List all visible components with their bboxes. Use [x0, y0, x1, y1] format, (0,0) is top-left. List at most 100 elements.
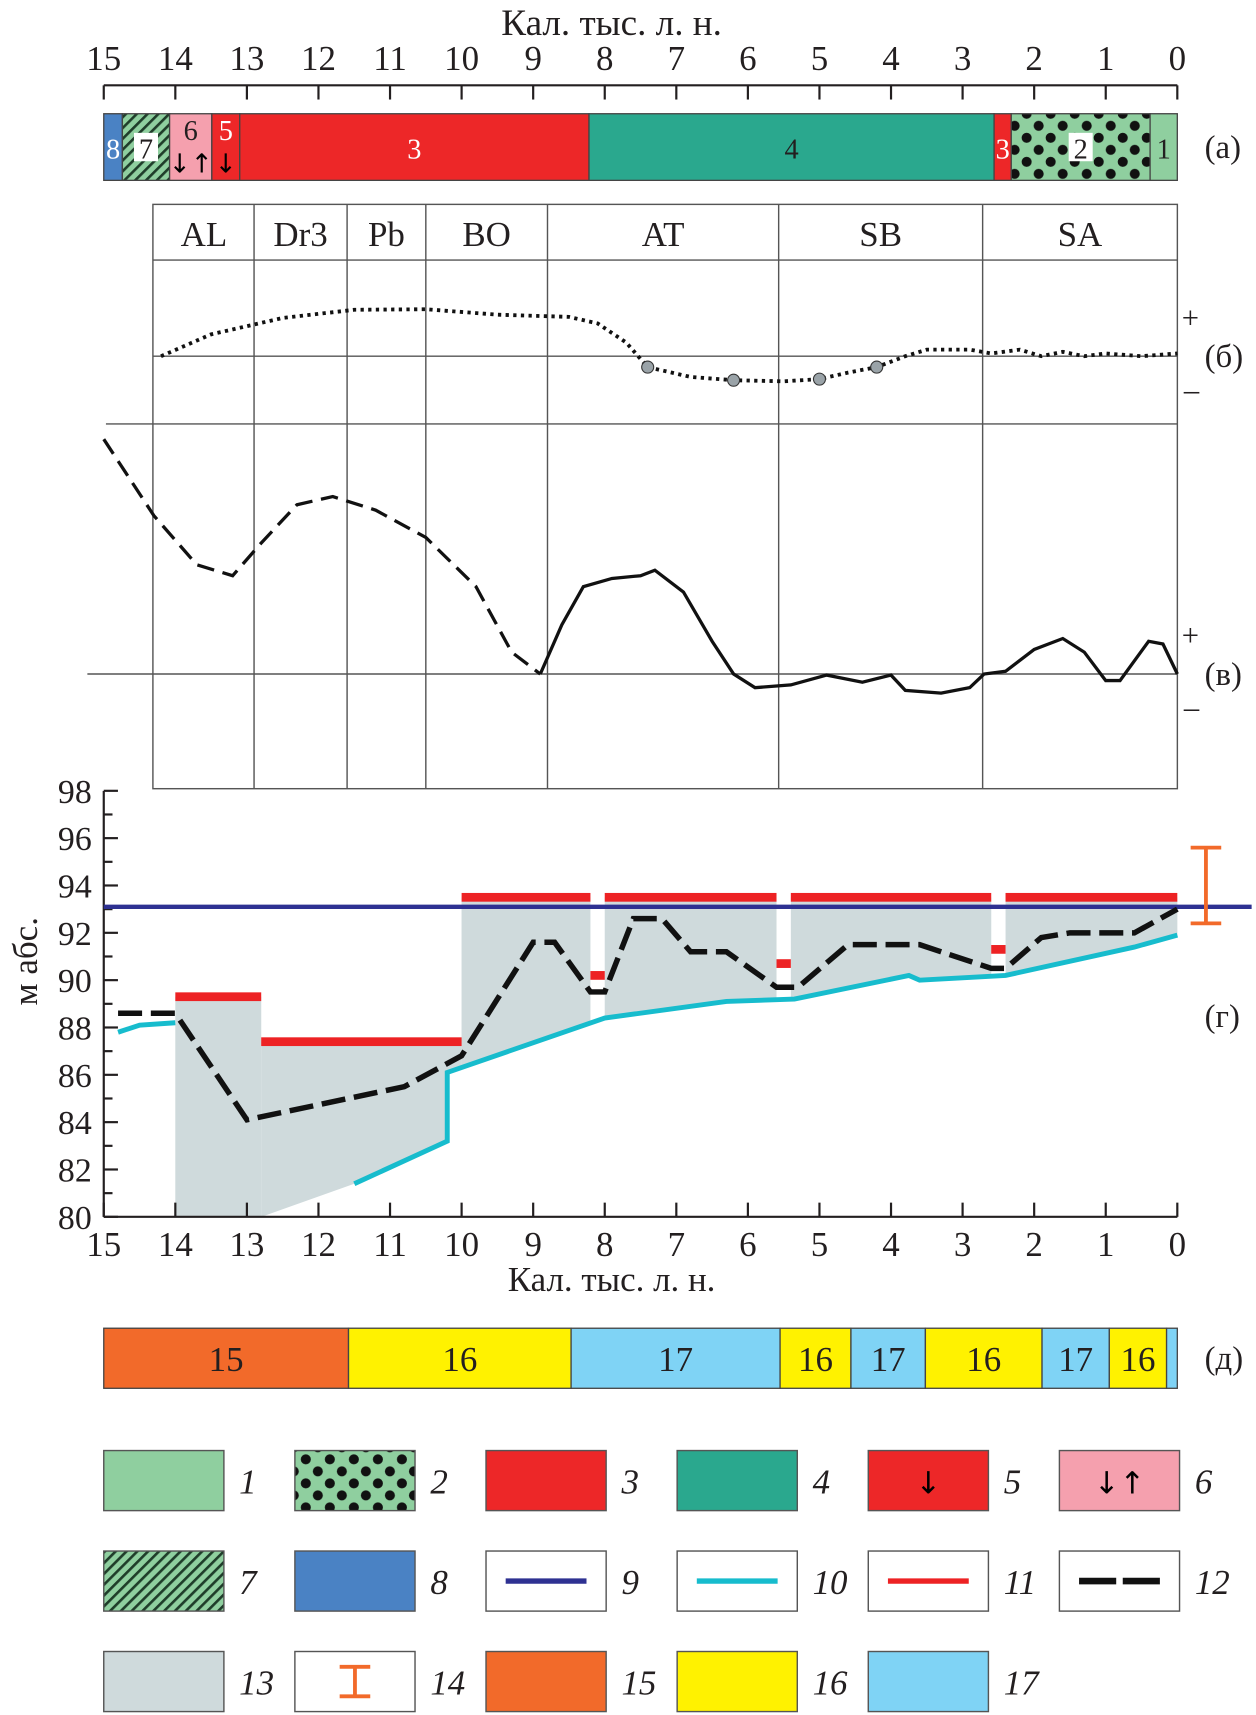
cyan-line	[117, 1020, 176, 1035]
bar-segment	[850, 1327, 927, 1389]
y-axis-title: м абс.	[6, 917, 45, 1005]
legend-number: 16	[813, 1664, 848, 1703]
top-axis-tick-label: 9	[524, 39, 541, 78]
panel-label: (г)	[1205, 999, 1240, 1035]
panel-label: (д)	[1205, 1341, 1243, 1377]
threshold-mark	[991, 945, 1006, 954]
bar-segment	[239, 113, 590, 182]
y-tick-label: 94	[58, 868, 92, 905]
legend-number: 7	[239, 1563, 258, 1602]
x-tick-label: 11	[373, 1225, 407, 1264]
legend-swatch-8	[294, 1550, 416, 1612]
legend-number: 17	[1004, 1664, 1040, 1703]
bar-segment	[588, 113, 995, 182]
minus-sign: –	[1183, 373, 1200, 407]
period-name: AT	[642, 215, 685, 254]
threshold-bar	[261, 1037, 462, 1047]
shaded-area	[790, 897, 992, 1000]
legend-swatch-2	[294, 1449, 416, 1512]
bar-segment-label: 15	[209, 1340, 244, 1379]
shaded-area	[461, 897, 591, 1068]
y-tick-label: 90	[58, 963, 92, 1000]
x-tick-label: 9	[524, 1225, 541, 1264]
x-tick-label: 14	[158, 1225, 193, 1264]
threshold-bar	[790, 892, 992, 902]
bar-segment	[1041, 1327, 1110, 1389]
panel-a-vegetation-bar: 8 76↓↑5↓ 3 4 3 2 1 (а)	[103, 113, 1241, 182]
bar-segment-label: 6	[184, 116, 198, 147]
threshold-mark	[590, 971, 605, 980]
bar-segment-label: 2	[1074, 135, 1088, 166]
top-axis-tick-label: 0	[1169, 39, 1186, 78]
threshold-bar	[175, 992, 262, 1002]
data-point-marker	[870, 360, 884, 374]
arrow-icon: ↓↑	[1094, 1467, 1145, 1502]
bar-segment-label: 17	[1058, 1340, 1093, 1379]
legend-number: 15	[621, 1664, 656, 1703]
top-axis-tick-label: 13	[229, 39, 264, 78]
legend-swatch-4	[676, 1449, 798, 1512]
x-tick-label: 7	[668, 1225, 685, 1264]
bar-segment	[168, 113, 213, 182]
x-tick-label: 1	[1097, 1225, 1114, 1264]
top-axis-tick-label: 1	[1097, 39, 1114, 78]
legend-number: 4	[813, 1463, 830, 1502]
legend-number: 8	[430, 1563, 448, 1602]
bar-segment	[103, 1327, 350, 1389]
bar-segment-label: 7	[139, 135, 153, 166]
legend-number: 3	[620, 1463, 638, 1502]
x-tick-label: 3	[954, 1225, 971, 1264]
legend-swatch-17	[867, 1650, 990, 1713]
legend-number: 13	[239, 1664, 274, 1703]
bar-segment	[347, 1327, 572, 1389]
x-tick-label: 10	[444, 1225, 479, 1264]
period-name: SB	[859, 215, 902, 254]
legend-swatch-15	[485, 1650, 607, 1713]
legend-swatch-13	[103, 1650, 225, 1713]
shaded-area	[1005, 897, 1178, 976]
bar-segment-label: 17	[871, 1340, 906, 1379]
threshold-bar	[1005, 892, 1178, 902]
bar-segment-label: 16	[1120, 1340, 1155, 1379]
x-tick-label: 12	[301, 1225, 336, 1264]
x-tick-label: 0	[1169, 1225, 1186, 1264]
bar-segment	[1149, 113, 1178, 182]
bar-segment	[1108, 1327, 1168, 1389]
top-axis-tick-label: 6	[739, 39, 756, 78]
period-frame	[152, 203, 1179, 790]
x-tick-label: 13	[229, 1225, 264, 1264]
y-tick-label: 82	[58, 1153, 92, 1190]
bar-segment-label: 3	[407, 135, 421, 166]
panel-label: (б)	[1205, 339, 1243, 375]
period-name: Pb	[368, 215, 405, 254]
period-name: Dr3	[273, 215, 327, 254]
bar-segment-label: 3	[996, 135, 1010, 166]
data-point-marker	[641, 360, 655, 374]
top-axis-tick-label: 2	[1025, 39, 1042, 78]
legend-swatch-16	[676, 1650, 798, 1713]
threshold-bar	[461, 892, 591, 902]
threshold-bar	[604, 892, 777, 902]
x-tick-label: 2	[1025, 1225, 1042, 1264]
legend-number: 11	[1004, 1563, 1036, 1602]
bar-segment-label: 5	[219, 116, 233, 147]
top-axis-tick-label: 8	[596, 39, 613, 78]
bar-segment	[779, 1327, 852, 1389]
period-grid: AL Dr3 Pb BO AT SB SA	[105, 203, 1179, 790]
top-axis-tick-label: 15	[86, 39, 121, 78]
legend-number: 12	[1195, 1563, 1230, 1602]
data-point-marker	[727, 373, 741, 387]
legend-number: 2	[430, 1463, 447, 1502]
y-tick-label: 84	[58, 1105, 92, 1142]
y-tick-label: 92	[58, 916, 92, 953]
panel-label: (в)	[1205, 657, 1242, 693]
y-tick-label: 86	[58, 1058, 92, 1095]
period-name: SA	[1058, 215, 1103, 254]
plus-sign: +	[1182, 301, 1199, 335]
y-tick-label: 88	[58, 1010, 92, 1047]
x-tick-label: 6	[739, 1225, 756, 1264]
legend-swatch-5	[867, 1449, 990, 1512]
